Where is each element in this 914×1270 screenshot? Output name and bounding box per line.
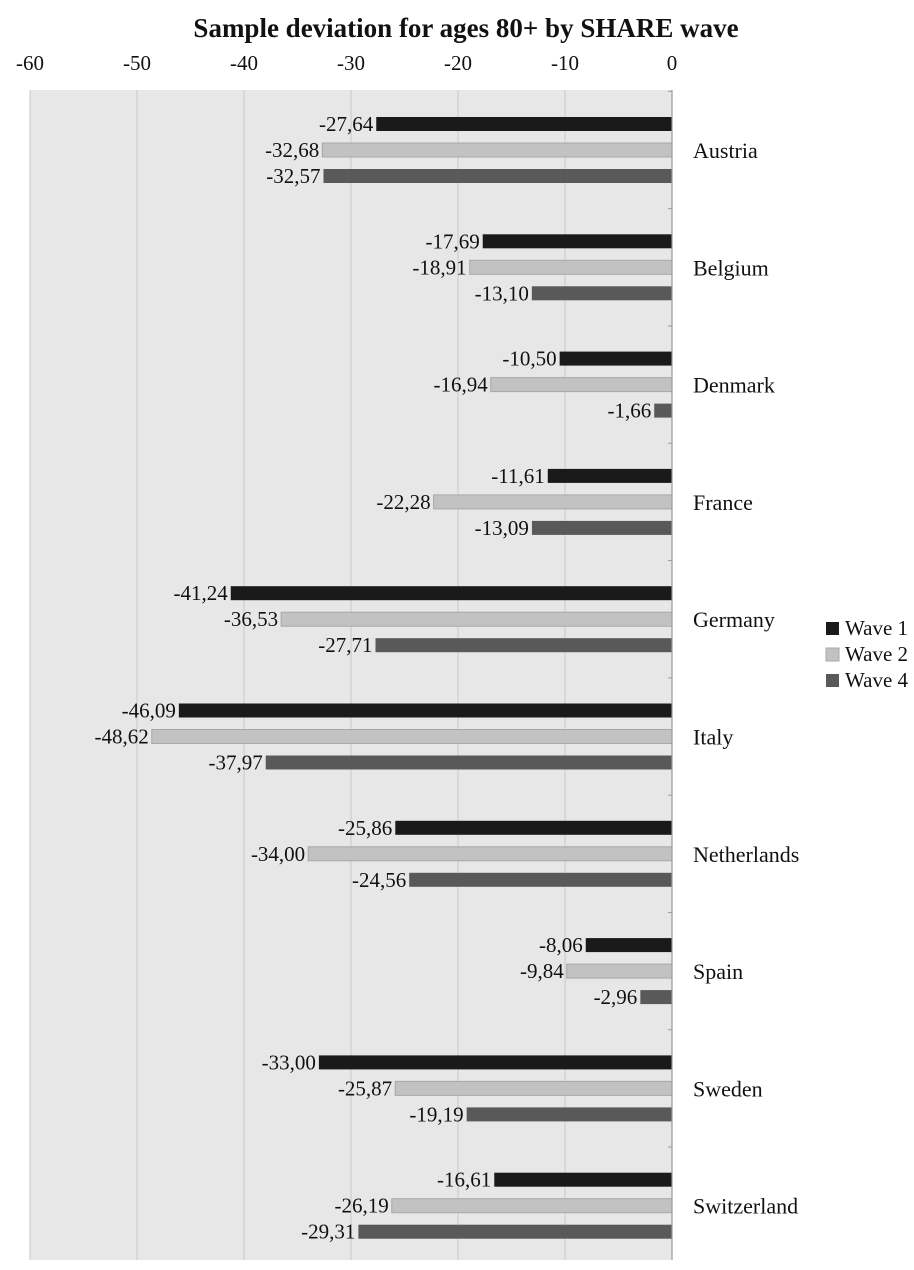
x-tick-label: -50 [123,51,151,75]
data-label: -13,09 [475,516,529,540]
category-label: Germany [693,607,775,632]
data-label: -16,94 [433,373,488,397]
bar-wave-2 [394,1080,673,1096]
chart-title: Sample deviation for ages 80+ by SHARE w… [193,13,738,43]
bar-wave-1 [376,117,672,131]
category-label: Italy [693,725,733,750]
data-label: -25,86 [338,816,392,840]
data-label: -17,69 [425,229,479,253]
data-label: -10,50 [502,347,556,371]
data-label: -9,84 [520,959,564,983]
data-label: -34,00 [251,842,305,866]
legend-swatch [826,622,839,635]
bar-wave-4 [531,520,672,535]
bar-wave-4 [358,1224,672,1239]
data-label: -26,19 [335,1194,389,1218]
category-labels: Austria Belgium Denmark France Germany Italy N… [693,138,799,1219]
category-label: Spain [693,959,743,984]
data-label: -37,97 [208,751,262,775]
bar-wave-1 [318,1055,672,1070]
data-label: -48,62 [95,725,149,749]
x-tick-label: -20 [444,51,472,75]
data-label: -41,24 [173,581,228,605]
bar-wave-2 [321,142,673,158]
bar-wave-2 [280,611,673,627]
zero-axis [668,90,673,1260]
data-label: -36,53 [224,607,278,631]
bar-wave-4 [323,169,672,183]
data-label: -19,19 [409,1102,463,1126]
category-label: Austria [693,138,758,163]
data-label: -22,28 [376,490,430,514]
x-tick-label: -10 [551,51,579,75]
legend-swatch [826,674,839,687]
data-label: -33,00 [262,1050,316,1074]
data-label: -13,10 [475,281,529,305]
bar-wave-4 [640,990,672,1005]
bar-wave-4 [654,403,672,418]
legend-label: Wave 2 [845,642,908,666]
bar-wave-2 [469,259,673,275]
data-label: -8,06 [539,933,583,957]
bar-wave-4 [466,1107,672,1122]
data-label: -2,96 [594,985,638,1009]
bar-wave-2 [490,377,673,393]
data-label: -18,91 [412,255,466,279]
bar-wave-1 [585,938,672,953]
category-label: Netherlands [693,842,799,867]
data-label: -11,61 [491,464,544,488]
x-tick-label: -60 [16,51,44,75]
bar-wave-1 [395,820,672,835]
data-label: -46,09 [122,699,176,723]
data-label: -32,68 [265,138,319,162]
bars [151,117,673,1239]
data-label: -16,61 [437,1168,491,1192]
x-tick-label: -40 [230,51,258,75]
bar-wave-4 [265,755,672,770]
bar-wave-1 [494,1172,672,1187]
bar-wave-2 [151,729,673,744]
category-label: France [693,490,753,515]
bar-wave-4 [375,638,672,653]
category-label: Switzerland [693,1194,798,1219]
bar-wave-1 [178,703,672,718]
bar-wave-1 [482,234,672,249]
data-label: -24,56 [352,868,406,892]
bar-wave-4 [531,286,672,301]
x-axis-ticks: -60 -50 -40 -30 -20 -10 0 [16,51,677,75]
bar-wave-2 [307,846,673,862]
bar-wave-1 [230,586,672,601]
category-label: Denmark [693,373,775,398]
data-label: -27,64 [319,112,374,136]
bar-wave-4 [409,872,672,887]
legend-swatch [825,647,840,662]
bar-wave-1 [559,351,672,366]
bar-wave-2 [433,494,673,510]
legend-label: Wave 1 [845,616,908,640]
x-tick-label: 0 [667,51,678,75]
data-label: -27,71 [318,633,372,657]
category-label: Sweden [693,1076,763,1101]
bar-wave-2 [391,1198,673,1214]
data-label: -25,87 [338,1076,392,1100]
category-label: Belgium [693,255,769,280]
legend-label: Wave 4 [845,668,909,692]
bar-wave-1 [547,468,672,483]
x-tick-label: -30 [337,51,365,75]
data-label: -29,31 [301,1220,355,1244]
data-label: -32,57 [266,164,320,188]
data-label: -1,66 [607,399,651,423]
value-labels: -27,64-32,68-32,57 -17,69-18,91 -13,10 -10,… [95,112,652,1244]
bar-wave-2 [566,963,673,979]
